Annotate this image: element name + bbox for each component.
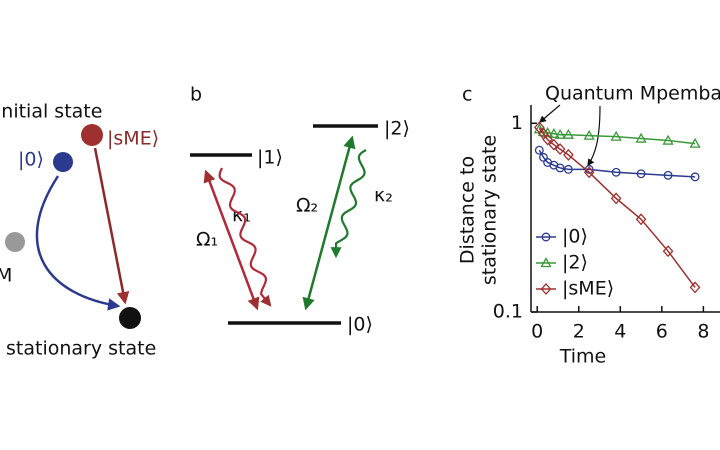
marker [542, 127, 554, 137]
marker [583, 166, 595, 179]
x-axis-title: Time [559, 346, 607, 368]
marker [540, 283, 552, 295]
arrow [93, 147, 130, 305]
fit-line [538, 127, 696, 288]
legend-label: |0⟩ [562, 226, 588, 248]
marker [635, 132, 647, 143]
marker [563, 148, 574, 161]
x-tick-label: 0 [531, 321, 543, 343]
annotation: Quantum Mpemba [545, 83, 720, 105]
legend-label: |2⟩ [562, 252, 588, 274]
marker [690, 172, 700, 182]
label: M [0, 265, 12, 287]
decay-arrow [218, 167, 272, 307]
panel-a: initial state |0⟩ |sME⟩ M stationary sta… [0, 101, 159, 360]
state-dot [81, 124, 103, 146]
marker [662, 134, 674, 145]
label: |0⟩ [18, 149, 44, 171]
marker [583, 129, 595, 140]
panel-b: b |1⟩ |2⟩ |0⟩ Ω₁ κ₁ Ω₂ κ₂ [190, 84, 410, 336]
label: initial state [0, 101, 102, 123]
state-dot [5, 232, 25, 252]
label: Ω₁ [196, 229, 218, 251]
marker [540, 257, 552, 268]
arrow [35, 175, 121, 311]
marker [610, 192, 622, 205]
label: |0⟩ [347, 314, 373, 336]
marker [554, 128, 566, 139]
label: Ω₂ [296, 195, 318, 217]
x-tick-label: 8 [697, 321, 709, 343]
marker [548, 138, 560, 151]
label: κ₂ [374, 185, 393, 207]
x-tick-label: 2 [573, 321, 585, 343]
legend-label: |sME⟩ [562, 278, 614, 300]
marker [689, 137, 701, 148]
marker [689, 281, 701, 294]
y-axis-title: stationary state [479, 135, 501, 285]
panel-label: b [190, 84, 202, 106]
y-tick-label: 0.1 [493, 301, 523, 323]
annotation-arrow [538, 104, 561, 123]
marker [562, 128, 574, 139]
marker [636, 169, 646, 179]
x-tick-label: 4 [614, 321, 626, 343]
marker [663, 170, 673, 180]
arrow [302, 135, 356, 311]
marker [542, 133, 553, 146]
annotation-arrow [587, 105, 601, 167]
panel-label: c [462, 84, 472, 106]
marker [534, 145, 544, 155]
marker [611, 167, 621, 177]
decay-arrow [330, 149, 367, 259]
marker [555, 163, 565, 173]
arrow [203, 169, 260, 311]
panel-c: c Quantum Mpemba Time Distance to statio… [457, 83, 720, 368]
marker [554, 143, 566, 156]
plot-area [533, 121, 701, 294]
marker [635, 213, 647, 226]
marker [610, 130, 622, 141]
label: |1⟩ [257, 147, 283, 169]
state-dot [119, 307, 141, 329]
marker [563, 164, 573, 174]
marker [662, 245, 674, 258]
x-tick-label: 6 [656, 321, 668, 343]
y-axis-title: Distance to [457, 156, 479, 264]
marker [548, 127, 560, 138]
label: |2⟩ [384, 118, 410, 140]
state-dot [53, 152, 73, 172]
label: |sME⟩ [107, 128, 159, 150]
marker [541, 232, 551, 242]
y-tick-label: 1 [511, 112, 523, 134]
label: stationary state [6, 338, 156, 360]
